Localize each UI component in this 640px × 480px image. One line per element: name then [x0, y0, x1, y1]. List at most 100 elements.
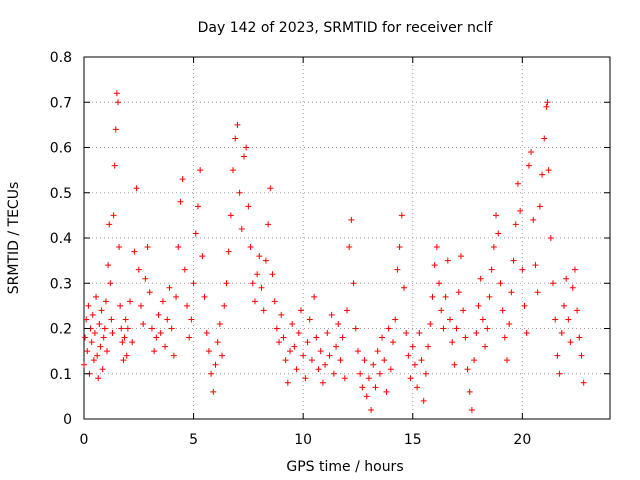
y-tick-label: 0.4 — [50, 231, 72, 247]
data-point — [517, 207, 524, 214]
data-point — [96, 320, 103, 327]
data-point — [236, 189, 243, 196]
data-point — [479, 316, 486, 323]
data-point — [490, 244, 497, 251]
data-point — [365, 375, 372, 382]
data-point — [346, 244, 353, 251]
data-point — [225, 248, 232, 255]
data-point — [82, 334, 89, 341]
data-point — [475, 302, 482, 309]
data-point — [539, 171, 546, 178]
data-point — [442, 293, 449, 300]
data-point — [168, 325, 175, 332]
data-point — [120, 357, 127, 364]
x-tick-label: 15 — [404, 432, 422, 448]
data-point — [162, 343, 169, 350]
data-point — [376, 370, 383, 377]
data-point — [148, 325, 155, 332]
data-point — [108, 316, 115, 323]
data-point — [359, 384, 366, 391]
data-point — [201, 293, 208, 300]
data-point — [449, 339, 456, 346]
data-point — [219, 352, 226, 359]
data-point — [127, 298, 134, 305]
data-point — [403, 330, 410, 337]
data-point — [453, 325, 460, 332]
data-point — [554, 352, 561, 359]
data-point — [405, 352, 412, 359]
data-point — [335, 320, 342, 327]
data-point — [374, 348, 381, 355]
data-point — [328, 311, 335, 318]
data-point — [438, 307, 445, 314]
data-point — [324, 330, 331, 337]
data-point — [157, 330, 164, 337]
y-tick-label: 0.5 — [50, 186, 72, 202]
data-point — [221, 302, 228, 309]
data-point — [300, 352, 307, 359]
data-point — [326, 352, 333, 359]
data-point — [306, 316, 313, 323]
data-point — [315, 366, 322, 373]
data-point — [451, 361, 458, 368]
data-point — [372, 384, 379, 391]
data-point — [262, 257, 269, 264]
data-point — [118, 325, 125, 332]
data-point — [466, 388, 473, 395]
data-point — [486, 293, 493, 300]
data-point — [98, 307, 105, 314]
data-point — [411, 361, 418, 368]
data-point — [308, 357, 315, 364]
data-point — [425, 343, 432, 350]
data-point — [514, 180, 521, 187]
data-point — [464, 366, 471, 373]
data-point — [249, 280, 256, 287]
data-point — [400, 284, 407, 291]
data-point — [181, 266, 188, 273]
data-point — [398, 212, 405, 219]
data-point — [197, 167, 204, 174]
y-tick-label: 0.7 — [50, 95, 72, 111]
data-point — [99, 366, 106, 373]
data-point — [287, 348, 294, 355]
data-point — [547, 235, 554, 241]
data-point — [414, 384, 421, 391]
data-point — [440, 325, 447, 332]
data-point — [297, 307, 304, 314]
data-point — [357, 370, 364, 377]
data-point — [240, 153, 247, 160]
data-point — [420, 397, 427, 404]
data-point — [510, 257, 517, 264]
data-point — [124, 325, 131, 332]
data-point — [541, 135, 548, 142]
data-point — [431, 262, 438, 269]
data-point — [258, 284, 265, 291]
data-point — [111, 162, 118, 169]
data-point — [107, 280, 114, 287]
data-point — [85, 302, 92, 309]
data-point — [116, 244, 123, 251]
data-point — [394, 266, 401, 273]
data-point — [170, 352, 177, 359]
data-point — [194, 203, 201, 210]
data-point — [422, 370, 429, 377]
data-point — [302, 375, 309, 382]
data-point — [418, 357, 425, 364]
data-point — [361, 357, 368, 364]
data-point — [350, 280, 357, 287]
data-point — [93, 293, 100, 300]
axis-ticks: 0 0.1 0.2 0.3 0.4 0.5 0.6 0.7 0.8 0 5 10 15 20 — [50, 50, 610, 448]
data-point — [251, 298, 258, 305]
data-point — [462, 334, 469, 341]
data-point — [447, 316, 454, 323]
data-point — [370, 361, 377, 368]
data-point — [532, 262, 539, 269]
data-point — [223, 280, 230, 287]
data-point — [278, 311, 285, 318]
data-point — [550, 280, 557, 287]
data-point — [473, 330, 480, 337]
data-point — [267, 185, 274, 192]
data-point — [484, 325, 491, 332]
data-point — [243, 144, 250, 151]
